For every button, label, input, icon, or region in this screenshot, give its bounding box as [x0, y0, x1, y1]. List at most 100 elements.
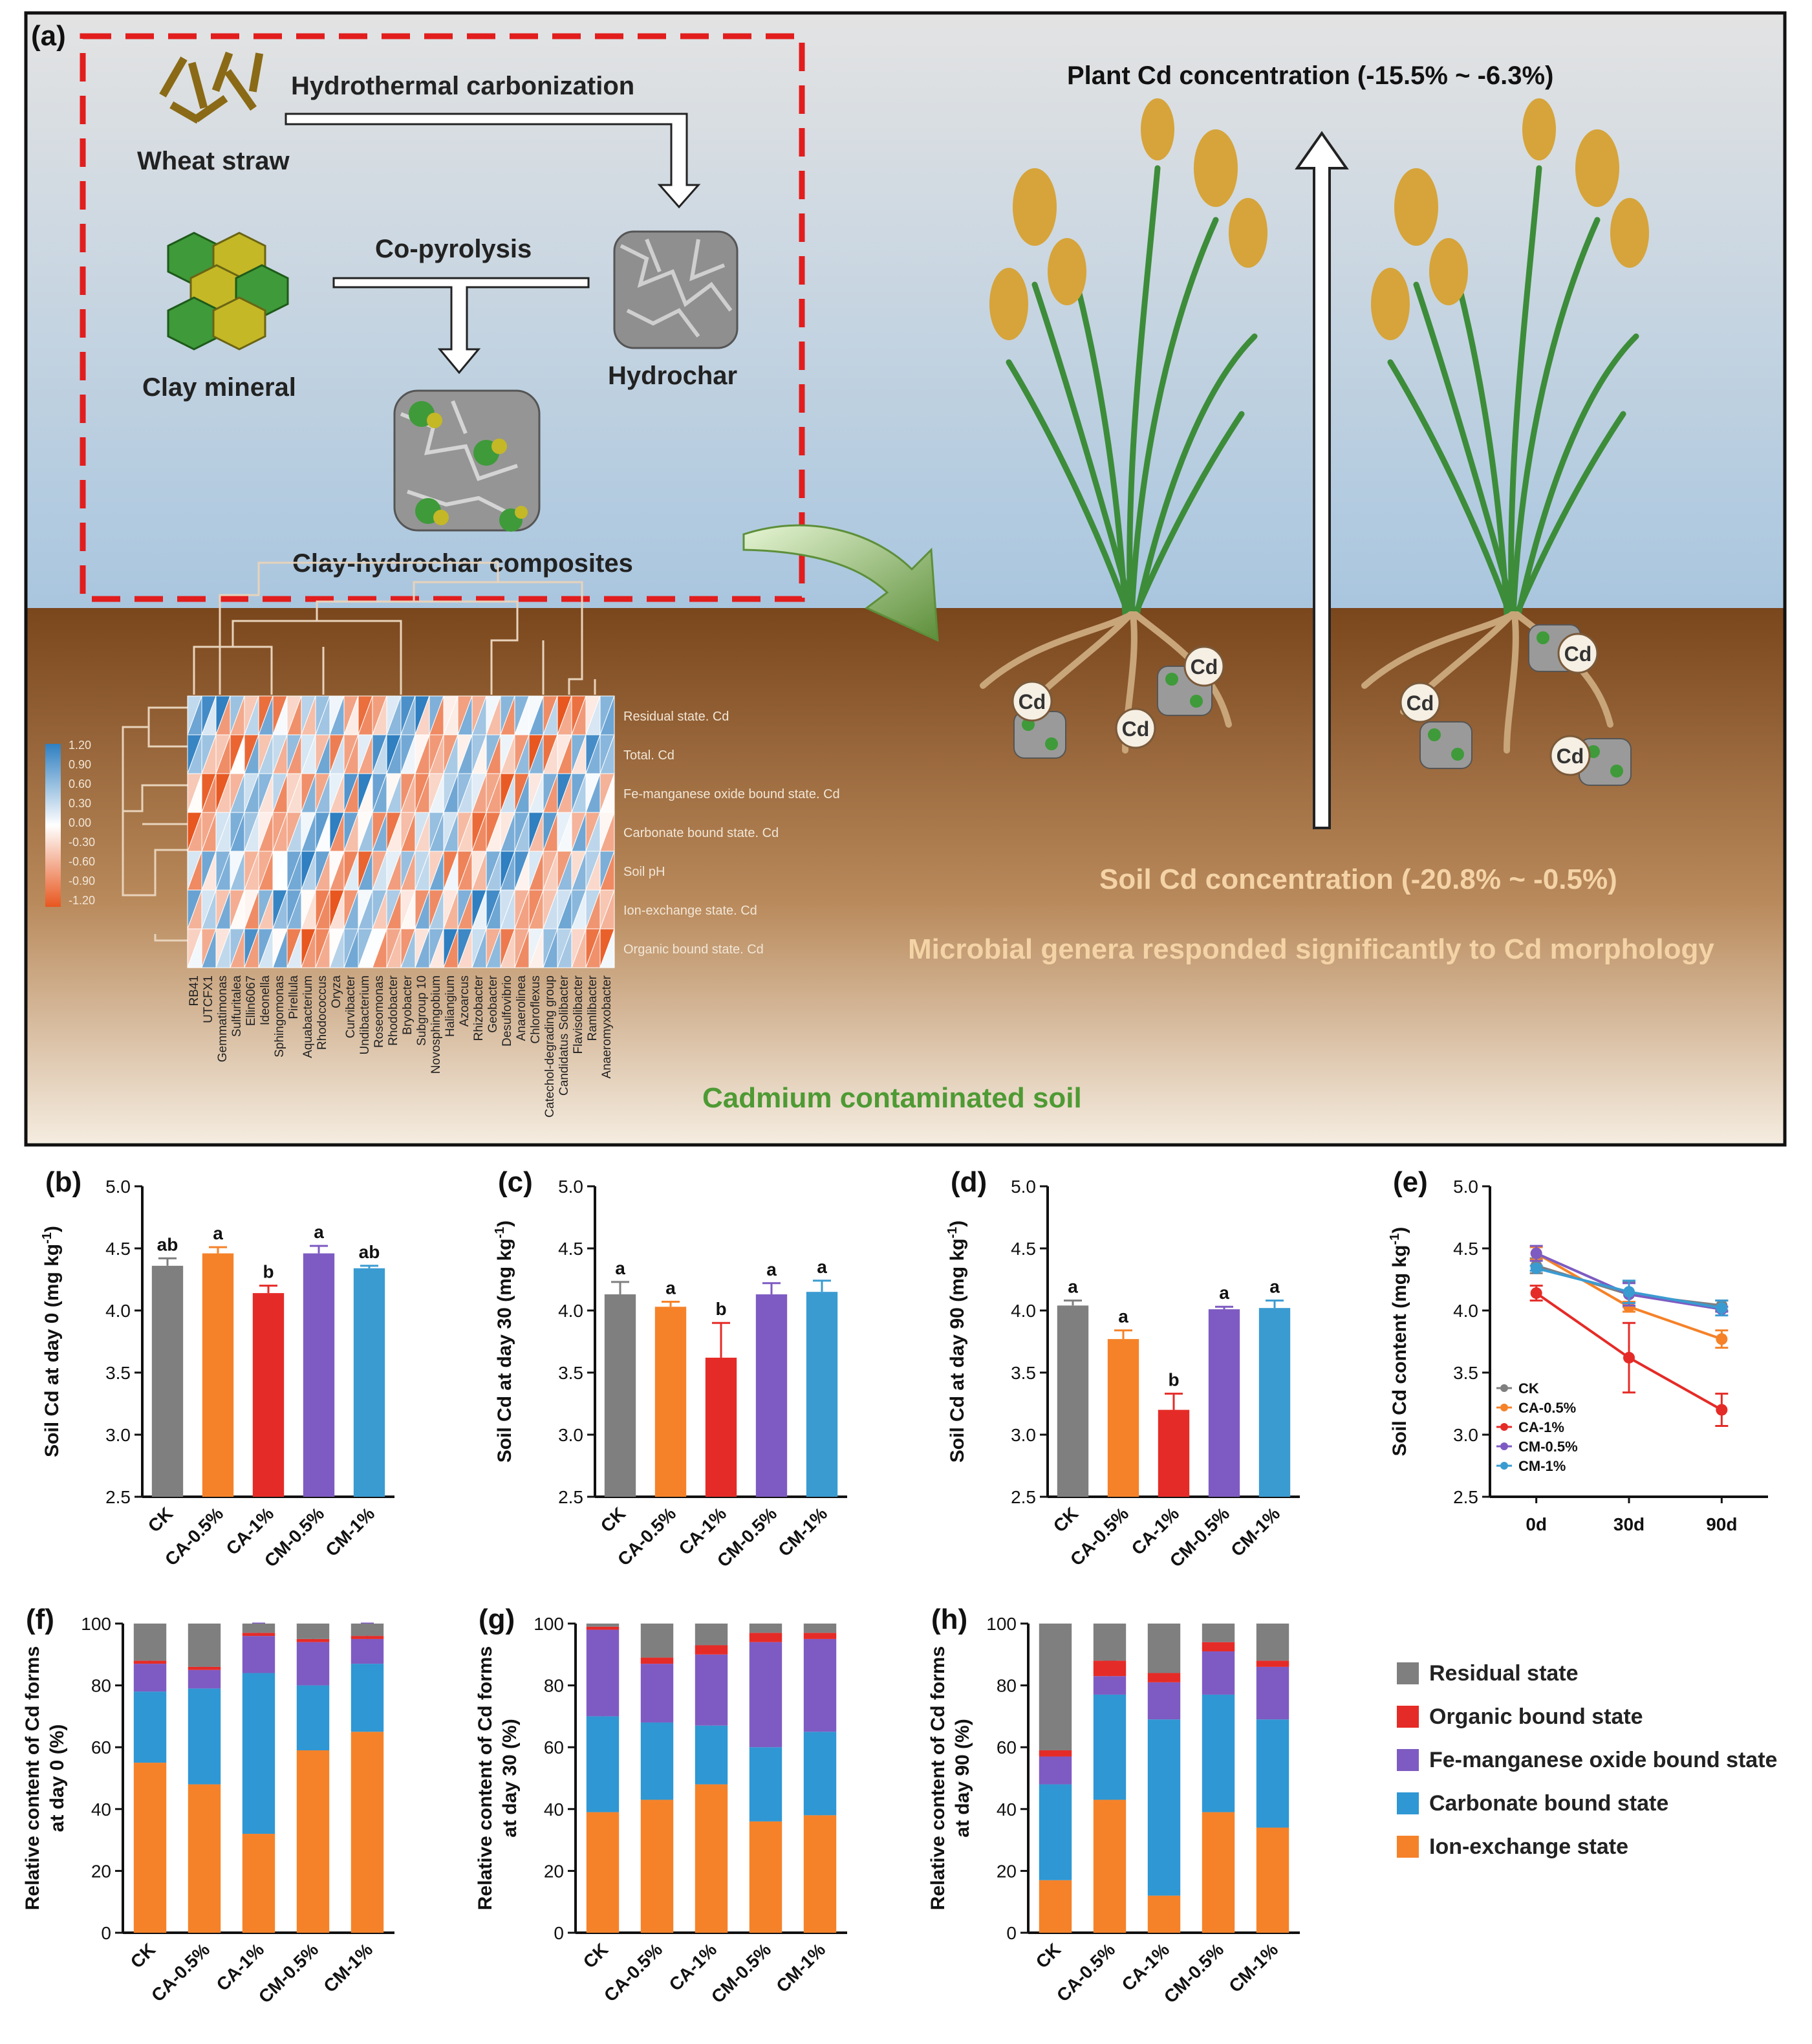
heatmap-scale-label: -0.30 [69, 836, 95, 849]
y-tick-label: 20 [91, 1861, 111, 1881]
stacked-bar-segment [1147, 1895, 1181, 1933]
heatmap-column-label: Anaeromyxobacter [600, 975, 614, 1078]
y-axis-title-sup: -1 [945, 1227, 960, 1239]
cd-ion-text: Cd [1122, 717, 1150, 741]
stacked-bar-segment [1202, 1651, 1235, 1695]
legend-label: Organic bound state [1429, 1704, 1643, 1729]
stacked-bar-segment [640, 1664, 674, 1723]
chart-panel-d: (d) Soil Cd at day 90 (mg kg-1) 2.5 3.0 3.5 4… [945, 1166, 1300, 1571]
y-axis-title: at day 90 (%) [952, 1719, 973, 1837]
heatmap-color-scale [45, 744, 61, 907]
legend-marker [1500, 1423, 1508, 1431]
y-tick-label: 4.5 [558, 1239, 583, 1259]
composite-particle [1579, 738, 1632, 786]
stacked-bar-segment [351, 1732, 384, 1933]
y-tick-label: 3.0 [1453, 1425, 1478, 1445]
stacked-bar-segment [640, 1722, 674, 1800]
y-axis-title: at day 30 (%) [499, 1719, 521, 1837]
significance-letter: a [213, 1223, 223, 1243]
heatmap-column-labels: RB41 UTCFX1 Gemmatimonas Sulfuritalea Ellin6… [188, 975, 614, 1117]
stacked-bar-segment [133, 1763, 167, 1933]
legend-marker [1500, 1442, 1508, 1450]
heatmap-row-label: Organic bound state. Cd [623, 942, 764, 957]
significance-letter: ab [359, 1242, 380, 1262]
stacked-bar-segment [133, 1664, 167, 1692]
y-tick-label: 2.5 [1011, 1487, 1036, 1507]
x-tick-label: CM-0.5% [1160, 1939, 1228, 2007]
x-tick-label: CK [1050, 1503, 1083, 1536]
y-tick-label: 3.5 [1453, 1363, 1478, 1383]
panel-a: (a) Wheat straw Hydrothermal carbonizati… [24, 11, 1787, 1147]
heatmap-column-label: Desulfovibrio [501, 975, 514, 1047]
cd-ion-badge: Cd [1399, 682, 1441, 723]
x-tick-label: CA-0.5% [600, 1939, 666, 2005]
stacked-bar-segment [640, 1657, 674, 1664]
composite-icon [393, 389, 541, 532]
cd-ion-text: Cd [1557, 745, 1584, 768]
significance-letter: b [715, 1299, 726, 1319]
legend-marker [1500, 1462, 1508, 1470]
stacked-bar-segment [1039, 1624, 1072, 1750]
stacked-bar-segment [640, 1799, 674, 1933]
panel-label: (d) [951, 1166, 987, 1198]
data-point [1623, 1286, 1635, 1298]
panel-label: (g) [479, 1604, 515, 1635]
stacked-bar-segment [1147, 1719, 1181, 1896]
heatmap-column-label: Ramlibacter [586, 975, 599, 1041]
heatmap-column-label: Aquabacterium [301, 975, 315, 1058]
panel-label: (b) [45, 1166, 81, 1198]
bar [353, 1268, 385, 1497]
heatmap-cell [599, 928, 615, 968]
rice-plant-left: Cd Cd Cd [980, 98, 1267, 759]
significance-letter: a [1068, 1277, 1078, 1297]
panel-label: (e) [1393, 1166, 1428, 1198]
bar [705, 1357, 737, 1497]
stacked-bar-segment [242, 1834, 275, 1933]
stacked-bar-segment [1147, 1682, 1181, 1720]
significance-letter: a [1219, 1283, 1229, 1303]
bar [1057, 1305, 1089, 1497]
legend-swatch [1397, 1792, 1419, 1814]
synthesis-dashed-box [80, 33, 805, 602]
y-tick-label: 4.5 [105, 1239, 131, 1259]
stacked-bar-segment [296, 1642, 330, 1686]
cd-ion-badge: Cd [1115, 708, 1156, 749]
heatmap-cells [187, 695, 615, 968]
stacked-bar-segment [749, 1821, 782, 1933]
stacked-bar-segment [133, 1660, 167, 1664]
heatmap-column-label: Sphingomonas [273, 975, 286, 1058]
heatmap-column-label: Curvibacter [344, 975, 358, 1038]
significance-letter: a [1118, 1307, 1128, 1327]
heatmap-column-label: Undibacterium [358, 975, 372, 1055]
stacked-bar-segment [1256, 1827, 1289, 1933]
cd-ion-badge: Cd [1011, 680, 1053, 722]
x-tick-label: CK [144, 1503, 177, 1536]
y-tick-label: 4.5 [1453, 1239, 1478, 1259]
y-tick-label: 40 [91, 1799, 111, 1820]
legend-label: CA-0.5% [1518, 1400, 1576, 1416]
stacked-bar-segment [803, 1638, 837, 1732]
soil-cd-label: Soil Cd concentration (-20.8% ~ -0.5%) [1099, 864, 1617, 895]
stacked-bar-segment [242, 1636, 275, 1673]
heatmap-row-label: Ion-exchange state. Cd [623, 904, 757, 918]
contaminated-soil-label: Cadmium contaminated soil [702, 1082, 1082, 1114]
stacked-bar-segment [749, 1633, 782, 1642]
panel-a-label: (a) [31, 20, 66, 52]
heatmap-row-label: Soil pH [623, 865, 665, 879]
stacked-bar-segment [296, 1624, 330, 1639]
bar [755, 1294, 788, 1497]
y-tick-label: 5.0 [1011, 1177, 1036, 1197]
heatmap-scale-label: 0.00 [69, 816, 91, 829]
y-tick-label: 3.5 [105, 1363, 131, 1383]
stacked-bar-segment [1039, 1784, 1072, 1880]
bar [806, 1292, 838, 1497]
heatmap-column-label: Roseomonas [372, 975, 386, 1048]
panel-a-frame [24, 11, 1787, 1147]
significance-letter: b [1168, 1370, 1179, 1390]
legend-label: Fe-manganese oxide bound state [1429, 1748, 1777, 1772]
x-tick-label: CM-1% [319, 1939, 376, 1996]
bar [252, 1293, 285, 1497]
y-axis-title: Relative content of Cd forms [22, 1646, 43, 1910]
y-tick-label: 4.0 [1011, 1301, 1036, 1321]
hydrochar-icon [613, 230, 739, 349]
